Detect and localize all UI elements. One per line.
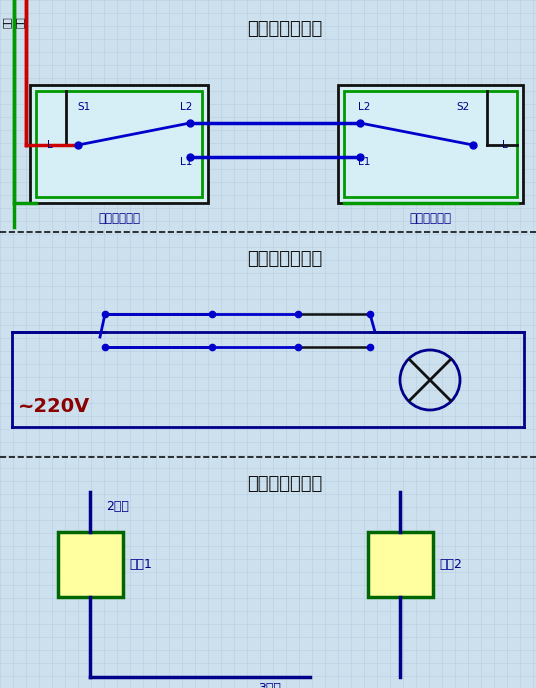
Text: 双控开关原理图: 双控开关原理图: [248, 250, 323, 268]
Text: S2: S2: [456, 102, 470, 112]
Bar: [344, 91, 517, 197]
Bar: [338, 85, 523, 203]
Text: 单开双控开关: 单开双控开关: [98, 211, 140, 224]
Text: L2: L2: [180, 102, 192, 112]
Bar: [36, 91, 202, 197]
Text: L: L: [47, 140, 53, 150]
Text: 开关1: 开关1: [129, 557, 152, 570]
Text: 3根线: 3根线: [258, 682, 281, 688]
Bar: [368, 532, 433, 597]
Bar: [30, 85, 208, 203]
Text: 开关2: 开关2: [439, 557, 462, 570]
Text: L1: L1: [180, 157, 192, 167]
Text: L1: L1: [358, 157, 370, 167]
Text: 双控开关接线图: 双控开关接线图: [248, 20, 323, 38]
Text: L: L: [502, 140, 508, 150]
Text: ~220V: ~220V: [18, 398, 90, 416]
Text: 火线: 火线: [15, 16, 25, 28]
Text: 2根线: 2根线: [107, 500, 129, 513]
Text: 双控开关布线图: 双控开关布线图: [248, 475, 323, 493]
Bar: [58, 532, 123, 597]
Text: 相线: 相线: [2, 16, 12, 28]
Text: L2: L2: [358, 102, 370, 112]
Text: 单开双控开关: 单开双控开关: [409, 211, 451, 224]
Text: S1: S1: [77, 102, 91, 112]
